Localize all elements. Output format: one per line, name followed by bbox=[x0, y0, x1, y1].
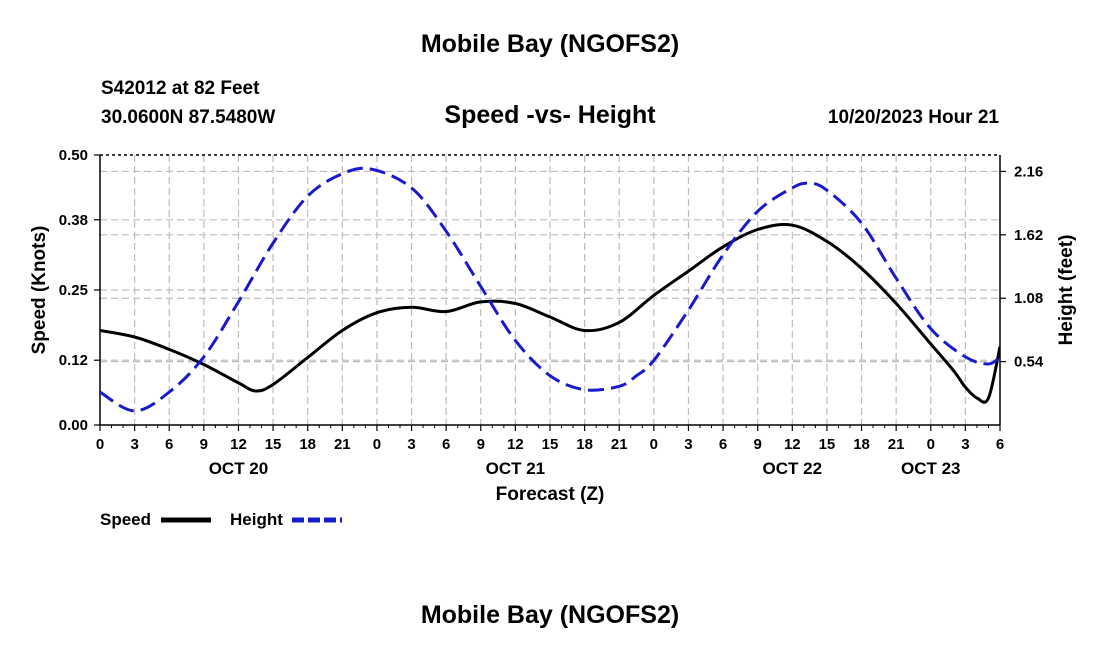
x-tick-label: 9 bbox=[200, 436, 208, 453]
x-tick-label: 12 bbox=[230, 436, 247, 453]
y2-tick-label: 2.16 bbox=[1014, 163, 1043, 180]
y2-tick-label: 0.54 bbox=[1014, 354, 1044, 371]
legend-label-speed: Speed bbox=[100, 510, 151, 529]
speed-height-chart: 0 3 6 9 12 15 18 21 0 3 6 9 12 15 18 21 0 3 6 9 12 15 18 21 0 3 6 O… bbox=[29, 147, 1077, 529]
datetime-label: 10/20/2023 Hour 21 bbox=[827, 107, 999, 128]
coordinates-label: 30.0600N 87.5480W bbox=[101, 107, 276, 128]
y-tick-label: 0.25 bbox=[59, 282, 88, 299]
series-line-speed bbox=[100, 223, 1000, 404]
x-tick-label: 18 bbox=[299, 436, 316, 453]
y-tick-label: 0.00 bbox=[59, 417, 88, 434]
y2-axis-label: Height (feet) bbox=[1056, 235, 1077, 346]
x-tick-label: 15 bbox=[819, 436, 836, 453]
x-tick-label: 6 bbox=[719, 436, 727, 453]
x-tick-label: 6 bbox=[442, 436, 450, 453]
legend-label-height: Height bbox=[230, 510, 283, 529]
y2-tick-label: 1.08 bbox=[1014, 290, 1043, 307]
x-tick-label: 15 bbox=[542, 436, 559, 453]
x-tick-label: 3 bbox=[407, 436, 415, 453]
date-label: OCT 23 bbox=[901, 459, 961, 478]
date-label: OCT 20 bbox=[209, 459, 269, 478]
x-axis-label: Forecast (Z) bbox=[496, 484, 605, 505]
x-tick-label: 3 bbox=[130, 436, 138, 453]
y2-tick-label: 1.62 bbox=[1014, 227, 1043, 244]
date-label: OCT 22 bbox=[763, 459, 823, 478]
station-label: S42012 at 82 Feet bbox=[101, 78, 260, 99]
x-tick-label: 21 bbox=[888, 436, 905, 453]
x-tick-label: 18 bbox=[853, 436, 870, 453]
x-tick-label: 15 bbox=[265, 436, 282, 453]
x-tick-label: 9 bbox=[477, 436, 485, 453]
page-title: Mobile Bay (NGOFS2) bbox=[420, 30, 680, 58]
x-tick-label: 0 bbox=[650, 436, 658, 453]
x-tick-label: 3 bbox=[684, 436, 692, 453]
x-tick-label: 12 bbox=[507, 436, 524, 453]
x-tick-label: 0 bbox=[927, 436, 935, 453]
x-tick-label: 18 bbox=[576, 436, 593, 453]
x-tick-label: 21 bbox=[334, 436, 351, 453]
page-title-bottom: Mobile Bay (NGOFS2) bbox=[420, 601, 680, 629]
chart-title: Speed -vs- Height bbox=[444, 101, 656, 129]
series-line-height bbox=[100, 166, 1000, 413]
x-tick-label: 6 bbox=[996, 436, 1004, 453]
y-tick-label: 0.50 bbox=[59, 147, 88, 164]
y-tick-label: 0.38 bbox=[59, 212, 88, 229]
y-tick-label: 0.12 bbox=[59, 352, 88, 369]
x-tick-label: 21 bbox=[611, 436, 628, 453]
x-tick-label: 0 bbox=[96, 436, 104, 453]
y-axis-label: Speed (Knots) bbox=[29, 226, 50, 355]
x-tick-label: 12 bbox=[784, 436, 801, 453]
x-tick-label: 6 bbox=[165, 436, 173, 453]
x-tick-label: 9 bbox=[754, 436, 762, 453]
x-tick-label: 3 bbox=[961, 436, 969, 453]
x-tick-label: 0 bbox=[373, 436, 381, 453]
date-label: OCT 21 bbox=[486, 459, 546, 478]
